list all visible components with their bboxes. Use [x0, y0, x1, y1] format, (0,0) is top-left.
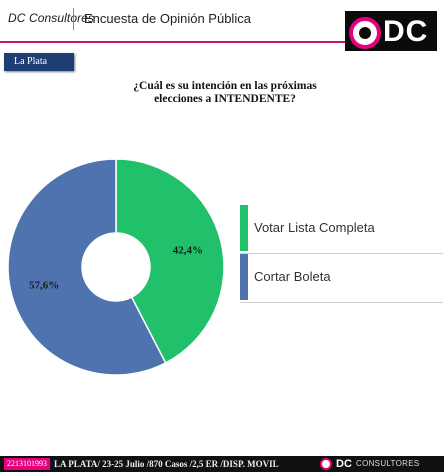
brand-name: DC Consultores — [8, 11, 95, 25]
data-label-cortar: 57,6% — [29, 280, 59, 292]
header: DC Consultores Encuesta de Opinión Públi… — [0, 0, 444, 40]
legend-item-votar: Votar Lista Completa — [240, 205, 443, 254]
chart-legend: Votar Lista Completa Cortar Boleta — [240, 205, 443, 303]
region-badge: La Plata — [4, 53, 74, 71]
footer-details: LA PLATA/ 23-25 Julio /870 Casos /2,5 ER… — [54, 459, 279, 469]
donut-chart: 42,4% 57,6% — [7, 158, 225, 376]
header-rule — [0, 41, 345, 43]
question-text: ¿Cuál es su intención en las próximas el… — [60, 80, 390, 106]
legend-swatch-votar — [240, 205, 248, 251]
survey-title: Encuesta de Opinión Pública — [84, 11, 251, 26]
legend-swatch-cortar — [240, 254, 248, 300]
odc-logo-circle-icon — [349, 17, 381, 49]
legend-label-votar: Votar Lista Completa — [254, 220, 375, 235]
footer-id-code: 2213101993 — [4, 458, 50, 470]
donut-slice-votar — [115, 158, 225, 364]
legend-item-cortar: Cortar Boleta — [240, 254, 443, 303]
odc-logo-text: DC — [383, 15, 429, 48]
header-separator — [73, 8, 74, 30]
footer-logo-circle-icon — [320, 458, 332, 470]
footer-bar: 2213101993 LA PLATA/ 23-25 Julio /870 Ca… — [0, 456, 444, 472]
legend-label-cortar: Cortar Boleta — [254, 269, 331, 284]
footer-logo-dc: DC — [336, 458, 352, 470]
odc-logo: DC — [345, 11, 437, 51]
donut-slice-cortar — [7, 158, 167, 376]
data-label-votar: 42,4% — [173, 244, 203, 256]
footer-logo-consultores: CONSULTORES — [356, 459, 420, 468]
question-line-1: ¿Cuál es su intención en las próximas — [133, 80, 317, 92]
question-line-2: elecciones a INTENDENTE? — [154, 93, 296, 105]
